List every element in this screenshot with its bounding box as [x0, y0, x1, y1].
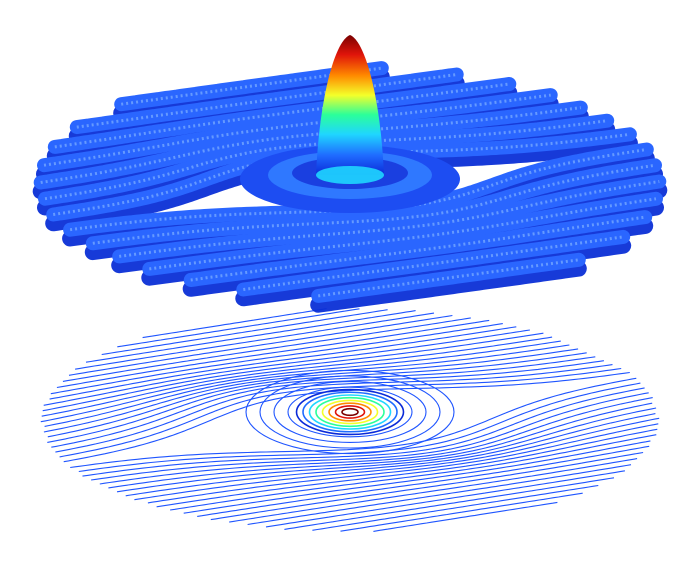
contour-line	[134, 417, 660, 501]
contour-line	[78, 382, 641, 473]
contour-line	[49, 326, 517, 400]
contour-line	[59, 367, 622, 458]
surface-ripple-highlight	[44, 119, 608, 201]
contour-line	[340, 492, 583, 532]
contour-line	[50, 323, 503, 395]
contour-line	[210, 451, 644, 521]
contour-line	[68, 314, 453, 376]
contour-line	[62, 317, 471, 382]
contour-line	[44, 344, 570, 427]
contour-line	[42, 332, 544, 412]
surface-ripples	[32, 61, 668, 313]
contour-line	[82, 387, 645, 477]
surface-ripple-highlight	[317, 258, 580, 298]
contour-line	[183, 440, 651, 514]
contour-ring	[259, 375, 441, 449]
surface-plot	[32, 35, 668, 313]
contour-line	[265, 470, 625, 528]
contour-line	[56, 319, 490, 389]
surface-ripple-highlight	[76, 73, 457, 129]
contour-line	[147, 423, 659, 504]
contour-line	[125, 413, 656, 497]
contour-line	[197, 445, 650, 517]
contour-ring	[328, 402, 372, 422]
contour-plane	[40, 308, 660, 532]
contour-line	[91, 392, 649, 481]
contour-ring	[295, 388, 405, 436]
surface-ripple-highlight	[120, 66, 383, 106]
contour-line	[142, 308, 327, 339]
surface-ripple-shadow	[310, 260, 587, 313]
contour-line	[156, 428, 658, 508]
contour-line	[63, 371, 630, 463]
contour-line	[40, 340, 561, 423]
contour-line	[116, 407, 657, 493]
contour-line	[75, 312, 435, 370]
surface-ripple-highlight	[52, 132, 631, 216]
surface-ripple-highlight	[149, 197, 657, 271]
contour-line	[117, 308, 360, 348]
contour-ring	[245, 369, 455, 455]
contour-ring	[273, 381, 427, 443]
contour-line	[70, 377, 637, 469]
surface-ripple-highlight	[119, 180, 660, 258]
contour-line	[43, 348, 579, 433]
contour-line	[85, 310, 416, 363]
contour-ring	[302, 391, 398, 433]
contour-line	[51, 360, 604, 448]
surface-peak-base	[316, 166, 384, 184]
contour-ring	[315, 396, 385, 428]
surface-ripple-highlight	[243, 235, 624, 291]
surface-ripple-shadow	[235, 237, 632, 307]
contour-line	[43, 329, 530, 406]
surface-ripple-highlight	[54, 82, 510, 149]
contour-line	[247, 464, 632, 526]
contour-line	[99, 397, 653, 485]
contour-line	[170, 434, 657, 511]
surface-ripple-highlight	[40, 106, 581, 184]
contour-line	[312, 484, 599, 531]
contour-ring	[308, 394, 392, 430]
contour-line	[101, 309, 388, 356]
contour-line	[108, 402, 653, 489]
contour-line	[41, 336, 553, 417]
contour-line	[55, 364, 613, 453]
surface-ripple-highlight	[69, 148, 648, 232]
surface-peak	[316, 35, 384, 184]
surface-ripple-highlight	[43, 93, 551, 167]
contour-ring	[287, 386, 413, 438]
contour-line	[229, 458, 638, 523]
surface-peak-body	[316, 35, 384, 175]
contour-ring	[341, 407, 359, 417]
contour-ring	[334, 405, 366, 419]
surface-ripple	[183, 210, 653, 287]
contour-line	[47, 356, 596, 443]
contour-ring	[321, 399, 379, 425]
contour-line	[284, 477, 615, 530]
contour-line	[373, 501, 558, 532]
surface-ripple-highlight	[92, 163, 656, 245]
